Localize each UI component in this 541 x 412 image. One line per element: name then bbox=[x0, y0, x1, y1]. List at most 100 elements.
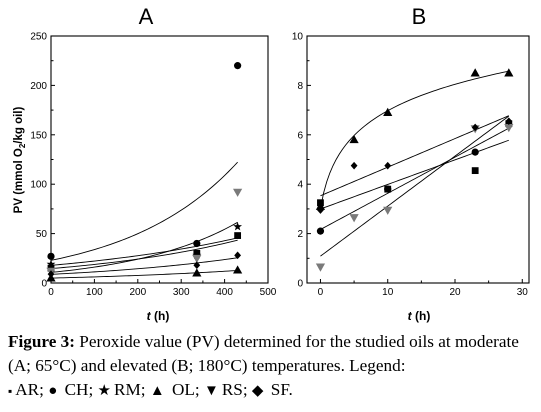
x-tick-label: 0 bbox=[318, 287, 324, 298]
legend-symbol: ▪ bbox=[8, 384, 13, 398]
data-point-sf bbox=[384, 161, 392, 170]
legend-symbol: ★ bbox=[97, 383, 111, 399]
data-point-ch bbox=[47, 252, 55, 260]
fit-line-rs bbox=[50, 221, 238, 273]
data-point-rm bbox=[233, 222, 242, 231]
x-tick-label: 100 bbox=[86, 287, 103, 298]
fit-line-ol bbox=[320, 70, 509, 209]
data-point-sf bbox=[471, 123, 479, 132]
fit-line-rs bbox=[320, 115, 510, 257]
data-point-ch bbox=[384, 185, 392, 193]
data-point-ch bbox=[193, 239, 201, 248]
x-tick-label: 0 bbox=[48, 287, 54, 298]
data-point-sf bbox=[47, 270, 55, 278]
legend-symbol: ◆ bbox=[251, 383, 264, 399]
legend-item: ● CH; bbox=[48, 380, 97, 399]
fit-line-ol bbox=[50, 270, 238, 279]
data-point-ch bbox=[316, 227, 325, 235]
y-tick-label: 0 bbox=[297, 279, 303, 290]
y-tick-label: 4 bbox=[297, 180, 303, 191]
data-point-sf bbox=[317, 206, 324, 214]
data-point-ol bbox=[233, 265, 243, 274]
chart-a-title: A bbox=[139, 4, 154, 29]
data-point-rs bbox=[383, 206, 393, 215]
data-point-rs bbox=[349, 214, 359, 223]
data-point-ol bbox=[470, 68, 480, 77]
legend-text: AR; bbox=[15, 380, 49, 399]
legend-text: CH; bbox=[60, 380, 98, 399]
data-point-ar bbox=[234, 232, 242, 239]
data-point-rm bbox=[46, 259, 56, 268]
legend-text: SF. bbox=[266, 380, 293, 399]
plot-frame bbox=[50, 35, 269, 284]
data-point-rs bbox=[504, 123, 514, 133]
caption-legend: ▪ AR; ● CH; ★ RM; ▲ OL; ▼ RS; ◆ SF. bbox=[8, 380, 293, 399]
data-point-ol bbox=[192, 268, 202, 277]
chart-a-y-axis-label: PV (mmol O2/kg oil) bbox=[13, 106, 27, 213]
x-tick-label: 200 bbox=[129, 287, 146, 298]
legend-text: OL; bbox=[167, 380, 204, 399]
y-tick-label: 6 bbox=[297, 130, 303, 141]
y-label-part-1: PV (mmol O bbox=[13, 148, 25, 213]
x-tick-label: 20 bbox=[449, 287, 461, 298]
y-tick-label: 50 bbox=[36, 229, 48, 240]
x-tick-label: 500 bbox=[260, 287, 277, 298]
chart-b-title: B bbox=[412, 4, 427, 29]
figure-3-charts: A PV (mmol O2/kg oil) t (h) 0 100 200 300 40… bbox=[13, 4, 530, 323]
legend-symbol: ▼ bbox=[203, 383, 219, 399]
x-label-unit: (h) bbox=[412, 309, 431, 323]
caption-label: Figure 3: bbox=[8, 332, 75, 351]
y-tick-label: 8 bbox=[297, 81, 303, 92]
legend-symbol: ▲ bbox=[149, 383, 165, 399]
data-point-rs bbox=[233, 188, 243, 197]
y-tick-label: 2 bbox=[297, 229, 303, 240]
plot-frame bbox=[306, 35, 530, 284]
legend-item: ◆ SF. bbox=[252, 380, 293, 399]
legend-text: RM; bbox=[113, 380, 150, 399]
x-tick-label: 400 bbox=[216, 287, 233, 298]
x-label-variable: t bbox=[408, 309, 413, 323]
y-tick-label: 0 bbox=[41, 279, 47, 290]
chart-b-x-axis-label: t (h) bbox=[408, 309, 431, 323]
data-point-sf bbox=[350, 161, 358, 170]
data-point-rs bbox=[192, 254, 202, 264]
data-point-ol bbox=[504, 68, 514, 77]
data-point-ol bbox=[315, 201, 326, 210]
fit-line-ch bbox=[50, 161, 238, 261]
data-point-ol bbox=[383, 107, 393, 116]
data-point-rs bbox=[315, 263, 326, 272]
x-label-unit: (h) bbox=[151, 309, 170, 323]
caption-text: Peroxide value (PV) determined for the s… bbox=[8, 332, 519, 375]
legend-item: ▼ RS; bbox=[204, 380, 252, 399]
data-point-ar bbox=[471, 167, 479, 175]
chart-panel-b: B t (h) 0 10 20 30 0 2 4 6 8 10 bbox=[292, 4, 530, 323]
y-tick-label: 150 bbox=[30, 130, 47, 141]
y-label-part-2: /kg oil) bbox=[13, 106, 25, 143]
data-point-ch bbox=[471, 148, 479, 156]
fit-line-ch bbox=[320, 127, 510, 230]
data-point-ch bbox=[234, 62, 242, 70]
chart-panel-a: A PV (mmol O2/kg oil) t (h) 0 100 200 300 40… bbox=[13, 4, 277, 323]
data-point-sf bbox=[505, 117, 513, 126]
y-tick-label: 250 bbox=[30, 32, 47, 43]
x-tick-label: 300 bbox=[173, 287, 190, 298]
fit-line-rm bbox=[50, 237, 238, 266]
legend-item: ▲ OL; bbox=[150, 380, 204, 399]
legend-symbol: ● bbox=[48, 383, 58, 399]
fit-line-sf bbox=[50, 257, 238, 275]
fit-line-ar bbox=[320, 139, 509, 210]
y-tick-label: 200 bbox=[30, 81, 47, 92]
legend-text: RS; bbox=[221, 380, 252, 399]
x-tick-label: 30 bbox=[517, 287, 529, 298]
data-point-sf bbox=[234, 251, 242, 260]
data-point-sf bbox=[193, 261, 201, 270]
x-tick-label: 10 bbox=[382, 287, 394, 298]
y-tick-label: 100 bbox=[30, 180, 47, 191]
fit-line-sf bbox=[320, 115, 509, 197]
legend-item: ★ RM; bbox=[98, 380, 150, 399]
fit-line-ar bbox=[50, 239, 238, 270]
data-point-ol bbox=[349, 134, 359, 144]
y-tick-label: 10 bbox=[292, 32, 304, 43]
x-label-variable: t bbox=[147, 309, 152, 323]
figure-caption: Figure 3: Peroxide value (PV) determined… bbox=[8, 330, 536, 403]
